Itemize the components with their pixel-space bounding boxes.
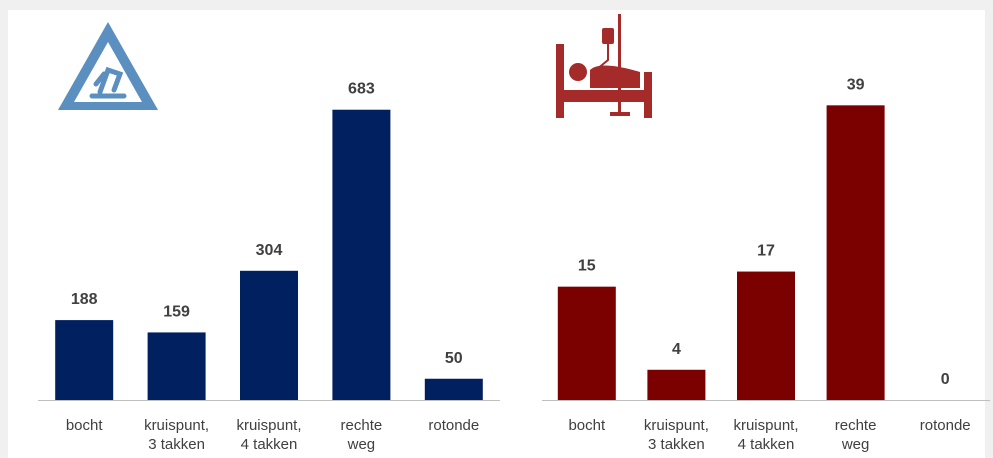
value-label: 17 — [757, 243, 775, 260]
x-tick-label: kruispunt, 4 takken — [236, 417, 302, 453]
bar — [647, 369, 706, 400]
value-label: 188 — [71, 291, 98, 308]
x-tick-label: rotonde — [919, 417, 971, 434]
value-label: 50 — [445, 350, 463, 367]
value-label: 0 — [941, 371, 950, 388]
x-tick-label: rechte weg — [340, 417, 383, 453]
bar — [147, 332, 206, 400]
value-label: 683 — [348, 81, 375, 98]
x-tick-label: kruispunt, 3 takken — [144, 417, 210, 453]
value-label: 159 — [163, 303, 190, 320]
bar — [826, 105, 885, 400]
x-tick-label: bocht — [65, 417, 103, 434]
x-tick-label: rotonde — [428, 417, 480, 434]
value-label: 304 — [256, 242, 283, 259]
bar — [737, 271, 795, 400]
bar — [424, 378, 483, 400]
x-tick-label: bocht — [568, 417, 606, 434]
x-tick-label: kruispunt, 3 takken — [643, 417, 709, 453]
value-label: 4 — [672, 341, 681, 358]
bar — [55, 320, 114, 400]
bar — [557, 286, 616, 400]
crash-icon — [58, 22, 158, 110]
bar — [240, 270, 298, 400]
value-label: 39 — [847, 76, 865, 93]
hospital-icon — [556, 14, 652, 118]
value-label: 15 — [578, 258, 596, 275]
bar — [332, 109, 391, 400]
x-tick-label: rechte weg — [834, 417, 877, 453]
x-tick-label: kruispunt, 4 takken — [733, 417, 799, 453]
